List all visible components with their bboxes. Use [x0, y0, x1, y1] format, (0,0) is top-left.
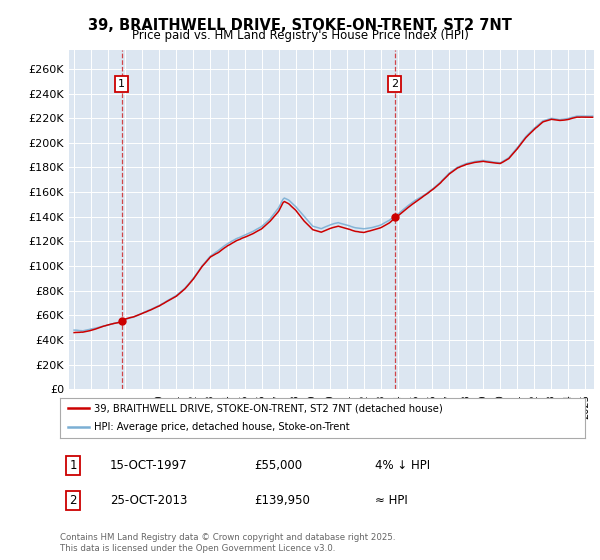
Text: Contains HM Land Registry data © Crown copyright and database right 2025.
This d: Contains HM Land Registry data © Crown c… [60, 533, 395, 553]
Text: HPI: Average price, detached house, Stoke-on-Trent: HPI: Average price, detached house, Stok… [94, 422, 350, 432]
Text: ≈ HPI: ≈ HPI [375, 494, 408, 507]
Text: 2: 2 [70, 494, 77, 507]
Text: 1: 1 [118, 78, 125, 88]
Text: 15-OCT-1997: 15-OCT-1997 [110, 459, 187, 472]
Text: £55,000: £55,000 [254, 459, 302, 472]
Text: 39, BRAITHWELL DRIVE, STOKE-ON-TRENT, ST2 7NT (detached house): 39, BRAITHWELL DRIVE, STOKE-ON-TRENT, ST… [94, 404, 443, 413]
Text: 25-OCT-2013: 25-OCT-2013 [110, 494, 187, 507]
Text: 39, BRAITHWELL DRIVE, STOKE-ON-TRENT, ST2 7NT: 39, BRAITHWELL DRIVE, STOKE-ON-TRENT, ST… [88, 18, 512, 33]
Text: Price paid vs. HM Land Registry's House Price Index (HPI): Price paid vs. HM Land Registry's House … [131, 29, 469, 42]
Text: 1: 1 [70, 459, 77, 472]
Text: £139,950: £139,950 [254, 494, 310, 507]
Text: 4% ↓ HPI: 4% ↓ HPI [375, 459, 430, 472]
Text: 2: 2 [391, 78, 398, 88]
